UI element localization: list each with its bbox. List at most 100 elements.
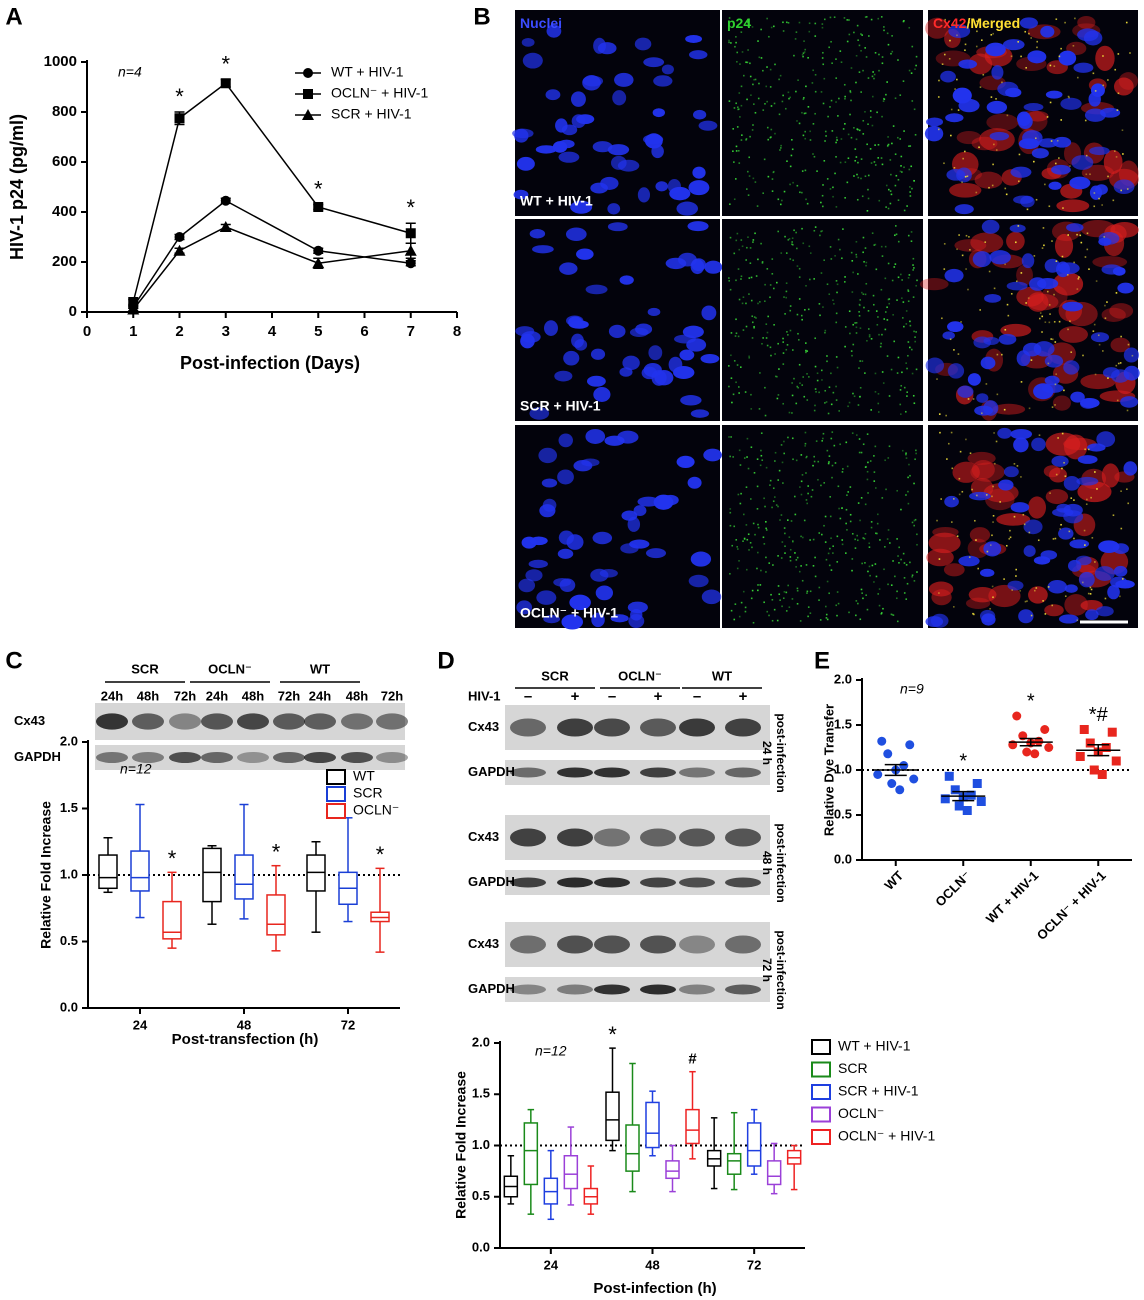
stain-dot [996, 353, 999, 356]
y-tick-label: 0.0 [60, 999, 78, 1014]
stain-dot [1086, 498, 1088, 501]
stain-dot [799, 620, 802, 622]
legend-label: WT + HIV-1 [331, 64, 404, 80]
stain-dot [859, 327, 862, 329]
stain-dot [779, 149, 781, 151]
stain-dot [877, 143, 880, 146]
stain-dot [909, 186, 911, 188]
stain-dot [830, 40, 832, 43]
stain-dot [736, 51, 739, 54]
stain-dot [752, 124, 754, 126]
stain-dot [908, 145, 910, 148]
y-tick-label: 2.0 [60, 733, 78, 748]
stain-dot [796, 385, 799, 388]
stain-dot [878, 199, 881, 202]
stain-dot [881, 115, 883, 118]
stain-dot [812, 123, 815, 125]
stain-dot [1104, 597, 1107, 600]
marker [220, 78, 231, 89]
stain-dot [814, 112, 816, 115]
stain-dot [765, 323, 768, 325]
stain-dot [1004, 328, 1007, 331]
stain-dot [966, 175, 969, 178]
stain-dot [1059, 528, 1061, 530]
stain-dot [729, 572, 731, 575]
stain-dot [978, 146, 980, 149]
nucleus [989, 131, 1010, 141]
stain-dot [866, 478, 869, 481]
stain-dot [869, 574, 871, 577]
stain-dot [858, 311, 860, 313]
nucleus [665, 257, 687, 270]
stain-dot [1126, 409, 1129, 412]
stain-dot [871, 75, 874, 78]
stain-dot [915, 449, 917, 452]
stain-dot [789, 548, 792, 551]
stain-dot [990, 96, 993, 98]
y-tick-label: 0.5 [60, 933, 78, 948]
stain-dot [907, 341, 910, 343]
stain-dot [735, 239, 738, 242]
marker [950, 785, 960, 795]
stain-dot [937, 96, 940, 98]
stain-dot [1041, 247, 1044, 249]
stain-dot [903, 592, 906, 594]
legend-swatch [326, 786, 346, 802]
nucleus [944, 495, 959, 508]
stain-dot [906, 395, 908, 397]
stain-dot [801, 53, 804, 56]
stain-dot [852, 323, 855, 326]
stain-dot [1054, 537, 1057, 540]
stain-dot [784, 532, 786, 535]
stain-dot [1006, 303, 1009, 306]
nucleus [532, 245, 554, 254]
stain-dot [757, 97, 760, 100]
stain-dot [964, 43, 967, 46]
y-tick-label: 800 [52, 103, 77, 120]
stain-dot [823, 160, 826, 162]
stain-dot [760, 57, 763, 59]
stain-dot [892, 314, 894, 316]
stain-dot [820, 230, 822, 233]
stain-dot [827, 462, 830, 465]
stain-dot [1058, 55, 1061, 58]
nucleus [687, 221, 709, 232]
micrograph [722, 425, 923, 628]
box [645, 1101, 660, 1149]
stain-dot [863, 306, 865, 309]
marker [1085, 738, 1095, 748]
stain-dot [738, 392, 740, 394]
stain-dot [845, 522, 847, 525]
nucleus [529, 536, 548, 546]
marker [1111, 756, 1121, 766]
marker [174, 113, 185, 124]
stain-dot [774, 353, 776, 355]
stain-dot [1076, 619, 1079, 622]
nucleus [1085, 609, 1099, 621]
stain-dot [795, 90, 797, 93]
stain-dot [899, 94, 902, 96]
stain-dot [909, 324, 912, 327]
stain-dot [903, 166, 905, 169]
stain-dot [912, 257, 915, 260]
stain-dot [809, 278, 811, 281]
nucleus [634, 37, 652, 51]
stain-dot [788, 536, 791, 538]
stain-dot [814, 90, 817, 93]
stain-dot [792, 349, 794, 351]
nucleus [1009, 224, 1026, 233]
nucleus [1006, 281, 1028, 291]
stain-dot [842, 128, 845, 130]
stain-dot [772, 564, 774, 566]
stain-dot [1073, 261, 1075, 264]
stain-dot [885, 93, 887, 96]
y-axis-label: Relative Fold Increase [38, 801, 54, 949]
stain-dot [891, 613, 894, 616]
stain-dot [774, 132, 776, 135]
nucleus [590, 568, 609, 582]
stain-dot [900, 384, 903, 387]
stain-dot [1038, 434, 1041, 436]
stain-dot [819, 619, 822, 621]
cytoplasm-stain [1045, 489, 1069, 505]
stain-dot [746, 246, 748, 249]
